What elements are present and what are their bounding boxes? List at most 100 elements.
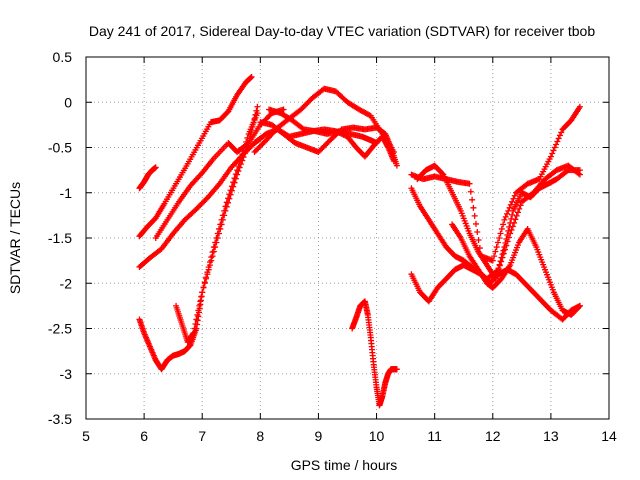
data-point xyxy=(373,139,380,146)
data-point xyxy=(248,73,255,80)
x-tick-label: 6 xyxy=(140,428,148,444)
data-point xyxy=(226,195,233,202)
series-track-02 xyxy=(136,73,255,240)
data-point xyxy=(221,212,228,219)
data-point xyxy=(467,188,474,195)
data-point xyxy=(496,235,503,241)
series-track-06 xyxy=(173,103,261,346)
data-point xyxy=(194,311,201,318)
data-point xyxy=(209,253,216,260)
data-point xyxy=(198,293,205,300)
series-track-11 xyxy=(349,298,400,409)
y-tick-label: -3 xyxy=(60,366,73,382)
data-point xyxy=(471,212,478,219)
data-point xyxy=(498,254,505,261)
data-point xyxy=(228,187,235,194)
x-tick-label: 14 xyxy=(601,428,617,444)
data-point xyxy=(231,179,238,186)
data-point xyxy=(575,303,582,310)
data-point xyxy=(503,210,510,217)
data-point xyxy=(192,320,199,327)
data-point xyxy=(576,302,583,309)
series-track-01 xyxy=(136,164,159,192)
data-point xyxy=(507,201,514,208)
data-point xyxy=(227,191,234,198)
data-point xyxy=(199,289,206,296)
data-point xyxy=(230,183,237,190)
data-point xyxy=(197,298,204,305)
data-point xyxy=(439,170,446,177)
data-point xyxy=(469,196,476,203)
data-point xyxy=(216,230,223,237)
data-point xyxy=(502,240,509,247)
data-points-layer xyxy=(136,73,583,409)
data-point xyxy=(206,262,213,269)
data-point xyxy=(195,307,202,314)
data-point xyxy=(249,123,256,130)
data-point xyxy=(225,199,232,206)
data-point xyxy=(494,239,501,246)
data-point xyxy=(236,164,243,171)
data-point xyxy=(244,143,251,150)
data-point xyxy=(510,195,517,202)
data-point xyxy=(551,144,558,151)
data-point xyxy=(250,119,257,126)
data-point xyxy=(252,111,259,118)
data-point xyxy=(474,228,481,235)
data-point xyxy=(502,213,509,220)
data-point xyxy=(246,135,253,142)
data-point xyxy=(219,216,226,223)
y-tick-label: -3.5 xyxy=(48,411,72,427)
data-point xyxy=(470,204,477,211)
data-point xyxy=(223,203,230,210)
data-point xyxy=(393,162,400,169)
data-point xyxy=(513,212,520,219)
data-point xyxy=(245,139,252,146)
data-point xyxy=(504,231,511,238)
series-track-16 xyxy=(449,221,583,318)
data-point xyxy=(496,261,503,268)
data-point xyxy=(208,257,215,264)
data-point xyxy=(240,154,247,161)
series-track-05 xyxy=(136,110,261,373)
data-point xyxy=(498,225,505,232)
data-point xyxy=(217,225,224,232)
data-point xyxy=(558,129,565,136)
data-point xyxy=(235,168,242,175)
data-point xyxy=(239,157,246,164)
data-point xyxy=(506,223,513,230)
x-tick-label: 12 xyxy=(485,428,501,444)
data-point xyxy=(214,235,221,241)
y-tick-label: 0 xyxy=(64,94,72,110)
data-point xyxy=(190,330,197,337)
data-point xyxy=(508,226,515,233)
data-point xyxy=(492,248,499,255)
data-point xyxy=(547,153,554,160)
data-point xyxy=(501,244,508,251)
chart-title: Day 241 of 2017, Sidereal Day-to-day VTE… xyxy=(89,23,596,39)
data-point xyxy=(205,266,212,273)
axis-layer: 5 6 7 8 9 10 11 12 13 14 0.5 0 -0.5 -1 -1.5 -2 -2.5 -3 -3.… xyxy=(48,49,617,444)
data-point xyxy=(554,138,561,145)
data-point xyxy=(491,253,498,260)
data-point xyxy=(201,280,208,287)
data-point xyxy=(549,150,556,157)
y-axis-label: SDTVAR / TECUs xyxy=(7,182,23,294)
data-point xyxy=(475,237,482,244)
data-point xyxy=(247,131,254,138)
data-point xyxy=(393,366,400,373)
series-track-14 xyxy=(414,162,583,282)
data-point xyxy=(212,244,219,251)
data-point xyxy=(506,204,513,211)
data-point xyxy=(556,132,563,139)
data-point xyxy=(200,284,207,291)
y-tick-label: -0.5 xyxy=(48,140,72,156)
data-point xyxy=(497,258,504,265)
x-tick-label: 11 xyxy=(427,428,442,444)
data-point xyxy=(222,207,229,214)
data-point xyxy=(241,150,248,157)
data-point xyxy=(505,227,512,234)
y-tick-label: -2 xyxy=(60,275,73,291)
data-point xyxy=(232,175,239,182)
x-tick-label: 13 xyxy=(543,428,559,444)
